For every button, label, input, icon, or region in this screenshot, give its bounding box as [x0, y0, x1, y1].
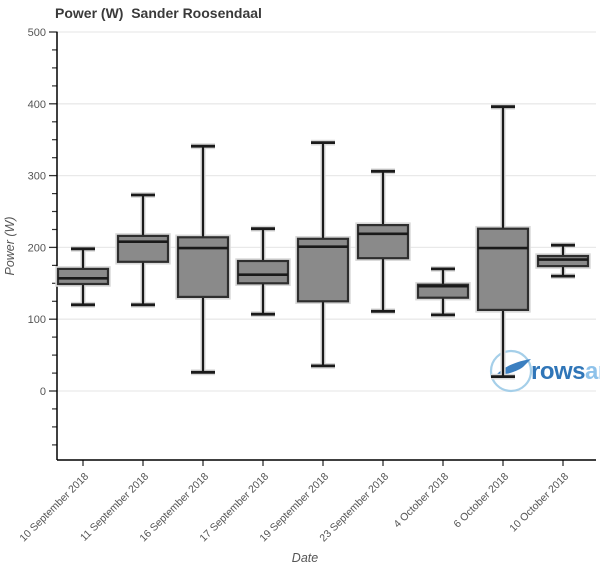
box-rect: [476, 227, 530, 311]
box-rect: [536, 254, 590, 268]
box-plot-item: [175, 143, 231, 376]
box-rect: [356, 224, 410, 260]
box-plot-item: [295, 139, 351, 369]
y-tick-label: 300: [28, 171, 46, 183]
y-tick-label: 400: [28, 99, 46, 111]
x-axis-title: Date: [292, 551, 318, 565]
y-tick-label: 500: [28, 27, 46, 39]
watermark-logo: rowsandall: [489, 349, 600, 393]
box-rect: [56, 267, 110, 286]
box-plot-item: [415, 265, 471, 318]
y-tick-label: 0: [40, 386, 46, 398]
gridlines: [57, 31, 596, 392]
y-axis-ticks: 0 100 200 300 400 500: [28, 27, 58, 446]
x-tick-label: 10 October 2018: [507, 471, 571, 535]
box-plot-item: [355, 168, 411, 315]
box-plot-item: [55, 245, 111, 308]
x-tick-label: 6 October 2018: [451, 471, 511, 531]
box-series: [55, 103, 591, 380]
box-plot-item: [235, 225, 291, 318]
box-rect: [296, 237, 350, 303]
y-axis-title: Power (W): [3, 216, 17, 275]
x-tick-label: 4 October 2018: [391, 471, 451, 531]
box-plot-item: [115, 192, 171, 308]
box-rect: [176, 236, 230, 299]
box-rect: [116, 234, 170, 263]
box-rect: [416, 283, 470, 299]
box-plot-item: [535, 242, 591, 280]
box-rect: [236, 259, 290, 285]
watermark-circle-icon: [489, 349, 533, 393]
y-tick-label: 100: [28, 314, 46, 326]
chart-title: Power (W) Sander Roosendaal: [55, 5, 262, 21]
box-plot-item: [475, 103, 531, 380]
y-tick-label: 200: [28, 242, 46, 254]
watermark-text: rowsandall: [531, 358, 600, 385]
